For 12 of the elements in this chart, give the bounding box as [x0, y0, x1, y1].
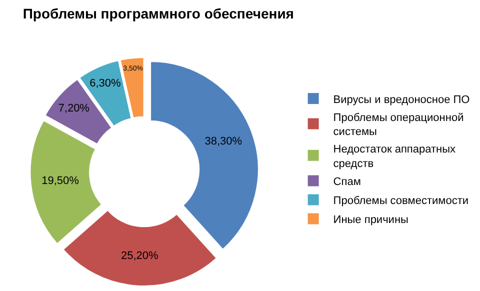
- legend-label: Недостаток аппаратных средств: [333, 144, 456, 170]
- data-label: 7,20%: [58, 102, 90, 115]
- data-label: 38,30%: [204, 135, 242, 148]
- legend-label: Вирусы и вредоносное ПО: [333, 94, 470, 106]
- legend-label: Проблемы операционной системы: [333, 112, 464, 138]
- legend-label: Проблемы совместимости: [333, 194, 469, 207]
- chart-title: Проблемы программного обеспечения: [22, 6, 294, 22]
- data-label: 19,50%: [42, 174, 80, 187]
- legend-label: Спам: [333, 176, 361, 188]
- data-label: 6,30%: [90, 77, 122, 90]
- data-label: 25,20%: [120, 250, 158, 262]
- legend-label: Иные причины: [333, 214, 409, 226]
